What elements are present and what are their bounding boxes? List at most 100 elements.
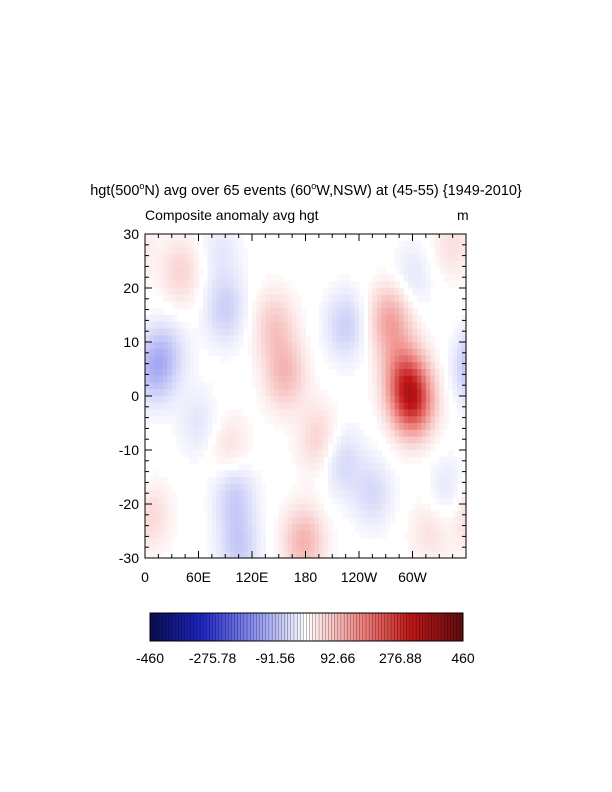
anomaly-cell <box>176 294 182 303</box>
anomaly-cell <box>457 247 463 255</box>
anomaly-cell <box>341 490 347 498</box>
anomaly-cell <box>145 369 151 377</box>
anomaly-cell <box>176 301 182 309</box>
anomaly-cell <box>430 382 436 390</box>
anomaly-cell <box>457 409 463 417</box>
anomaly-cell <box>439 524 445 532</box>
anomaly-cell <box>292 382 298 390</box>
anomaly-cell <box>390 409 396 417</box>
anomaly-cell <box>314 544 320 552</box>
anomaly-cell <box>162 315 168 323</box>
anomaly-cell <box>359 342 365 350</box>
anomaly-cell <box>301 497 307 505</box>
anomaly-cell <box>256 375 262 384</box>
anomaly-cell <box>376 456 382 465</box>
anomaly-cell <box>216 429 222 438</box>
anomaly-cell <box>216 450 222 458</box>
anomaly-cell <box>256 369 262 377</box>
anomaly-cell <box>425 409 431 417</box>
anomaly-cell <box>394 301 400 309</box>
anomaly-cell <box>430 281 436 289</box>
anomaly-cell <box>220 281 226 289</box>
anomaly-cell <box>207 477 213 485</box>
anomaly-cell <box>363 531 369 539</box>
anomaly-cell <box>283 389 289 397</box>
anomaly-cell <box>430 483 436 492</box>
anomaly-cell <box>318 301 324 309</box>
anomaly-cell <box>149 308 155 316</box>
anomaly-cell <box>403 382 409 390</box>
anomaly-cell <box>323 429 329 438</box>
anomaly-cell <box>296 429 302 438</box>
anomaly-cell <box>234 342 240 350</box>
anomaly-cell <box>283 382 289 390</box>
anomaly-cell <box>189 288 195 296</box>
anomaly-cell <box>363 490 369 498</box>
anomaly-cell <box>153 544 159 552</box>
anomaly-cell <box>149 544 155 552</box>
y-tick-label: -10 <box>119 442 139 458</box>
anomaly-cell <box>434 531 440 539</box>
anomaly-cell <box>359 463 365 471</box>
colorbar-bin <box>403 612 408 642</box>
anomaly-cell <box>176 328 182 336</box>
anomaly-cell <box>381 375 387 384</box>
anomaly-cell <box>309 382 316 390</box>
anomaly-cell <box>421 551 427 559</box>
anomaly-cell <box>416 369 423 377</box>
anomaly-cell <box>309 355 316 363</box>
anomaly-cell <box>202 443 209 451</box>
anomaly-cell <box>416 504 423 512</box>
anomaly-cell <box>158 510 164 519</box>
anomaly-cell <box>149 416 155 424</box>
anomaly-cell <box>283 294 289 303</box>
anomaly-cell <box>412 450 418 458</box>
anomaly-cell <box>345 321 351 330</box>
anomaly-cell <box>234 443 240 451</box>
anomaly-cell <box>336 294 342 303</box>
anomaly-cell <box>265 308 271 316</box>
anomaly-cell <box>434 423 440 431</box>
anomaly-cell <box>354 497 360 505</box>
anomaly-cell <box>336 328 342 336</box>
anomaly-cell <box>372 409 378 417</box>
anomaly-cell <box>443 416 449 424</box>
anomaly-cell <box>247 335 253 343</box>
anomaly-cell <box>372 456 378 465</box>
anomaly-cell <box>425 429 431 438</box>
anomaly-cell <box>185 267 191 276</box>
anomaly-cell <box>292 396 298 404</box>
anomaly-cell <box>292 429 298 438</box>
anomaly-cell <box>309 470 316 478</box>
anomaly-cell <box>301 321 307 330</box>
anomaly-cell <box>314 463 320 471</box>
anomaly-cell <box>305 389 311 397</box>
anomaly-cell <box>225 301 231 309</box>
anomaly-cell <box>301 335 307 343</box>
anomaly-cell <box>421 281 427 289</box>
anomaly-cell <box>367 490 373 498</box>
anomaly-cell <box>278 362 284 370</box>
anomaly-cell <box>425 389 431 397</box>
anomaly-cell <box>394 335 400 343</box>
anomaly-cell <box>457 261 463 269</box>
anomaly-cell <box>225 544 231 552</box>
anomaly-cell <box>274 321 280 330</box>
anomaly-cell <box>229 301 235 309</box>
anomaly-cell <box>292 301 298 309</box>
anomaly-cell <box>367 308 373 316</box>
anomaly-cell <box>412 443 418 451</box>
anomaly-cell <box>238 436 244 444</box>
anomaly-cell <box>243 321 249 330</box>
anomaly-cell <box>314 409 320 417</box>
anomaly-cell <box>314 524 320 532</box>
anomaly-cell <box>207 551 213 559</box>
anomaly-cell <box>412 423 418 431</box>
anomaly-cell <box>403 247 409 255</box>
anomaly-cell <box>457 369 463 377</box>
anomaly-cell <box>443 456 449 465</box>
anomaly-cell <box>416 409 423 417</box>
anomaly-cell <box>439 402 445 411</box>
anomaly-cell <box>323 288 329 296</box>
anomaly-cell <box>283 328 289 336</box>
